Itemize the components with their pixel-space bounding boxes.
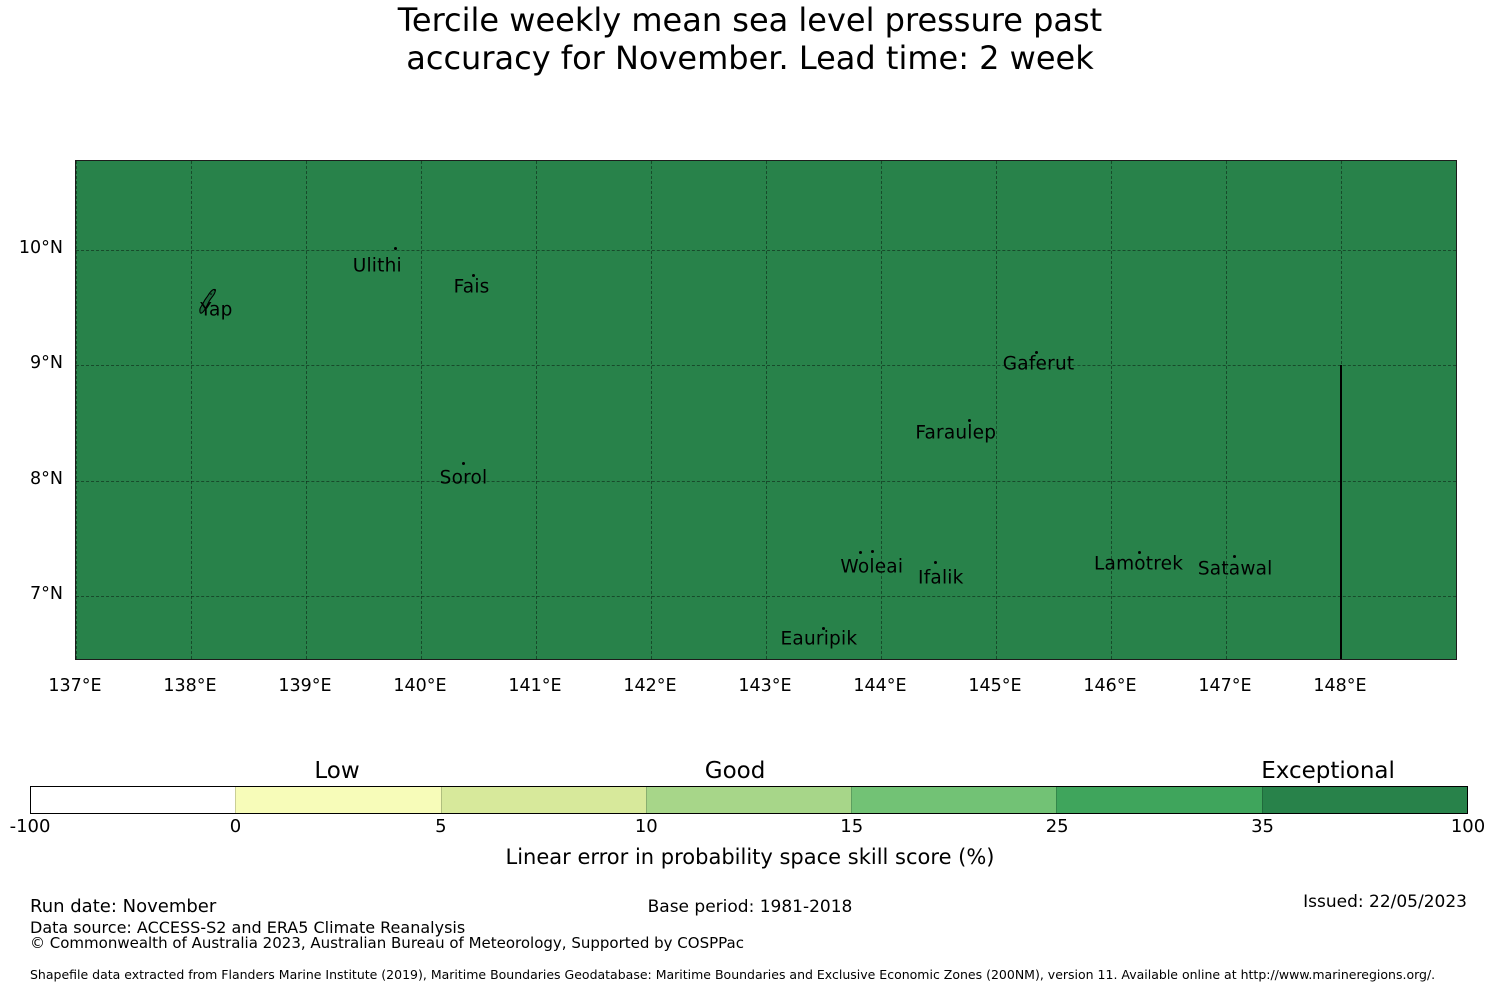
lon-gridline: [1226, 161, 1227, 659]
colorbar-segment: [31, 787, 236, 813]
lat-tick-label: 10°N: [18, 238, 63, 258]
colorbar-tick-label: 15: [840, 816, 864, 837]
island-marker-dot: [871, 549, 875, 553]
chart-title: Tercile weekly mean sea level pressure p…: [0, 1, 1500, 77]
lon-gridline: [651, 161, 652, 659]
colorbar-category-label: Good: [704, 758, 766, 784]
map-plot-area: Yap Ulithi Fais Sorol Gaferut Faraulep Woleai I…: [75, 160, 1457, 660]
lon-tick-label: 137°E: [48, 676, 102, 696]
lon-gridline: [996, 161, 997, 659]
lon-tick-label: 147°E: [1198, 676, 1252, 696]
island-marker-dot: [462, 461, 466, 465]
colorbar-axis-label: Linear error in probability space skill …: [505, 845, 995, 869]
island-label: Eauripik: [780, 628, 858, 650]
colorbar-category-label: Exceptional: [1261, 758, 1395, 784]
lon-tick-label: 139°E: [278, 676, 332, 696]
lon-tick-label: 144°E: [853, 676, 907, 696]
colorbar-segment: [851, 787, 1057, 813]
lon-tick-label: 148°E: [1313, 676, 1367, 696]
lat-tick-label: 9°N: [30, 353, 63, 374]
lat-gridline: [76, 250, 1456, 251]
island-marker-dot: [933, 561, 937, 565]
island-label: Faraulep: [915, 422, 997, 444]
colorbar-segment: [645, 787, 852, 813]
colorbar-segment: [1056, 787, 1262, 813]
colorbar: -100 0 5 10 15 25 35 100 Low Good Exceptional: [10, 758, 1486, 837]
lon-tick-label: 140°E: [393, 676, 447, 696]
chart-title-line-2: accuracy for November. Lead time: 2 week: [406, 38, 1094, 77]
footer-data-source: Data source: ACCESS-S2 and ERA5 Climate …: [30, 918, 466, 937]
maritime-boundary-line: [1340, 365, 1342, 659]
island-marker-dot: [822, 626, 825, 630]
colorbar-segment: [440, 787, 646, 813]
island-label: Ifalik: [918, 567, 964, 589]
lat-tick-label: 8°N: [30, 468, 63, 489]
lon-gridline: [306, 161, 307, 659]
lon-gridline: [421, 161, 422, 659]
island-label: Lamotrek: [1094, 553, 1184, 575]
colorbar-tick-label: 10: [634, 816, 658, 837]
lon-tick-label: 138°E: [163, 676, 217, 696]
colorbar-category-label: Low: [314, 758, 360, 784]
lon-gridline: [1111, 161, 1112, 659]
lon-tick-label: 141°E: [508, 676, 562, 696]
island-label: Satawal: [1197, 558, 1273, 580]
colorbar-tick-label: -100: [9, 816, 51, 837]
colorbar-segment: [235, 787, 441, 813]
lat-gridline: [76, 480, 1456, 482]
lat-gridline: [76, 596, 1456, 597]
colorbar-tick-label: 35: [1251, 816, 1275, 837]
island-label: Sorol: [439, 467, 488, 489]
colorbar-tick-label: 100: [1450, 816, 1486, 837]
lon-gridline: [536, 161, 537, 659]
island-marker-dot: [1232, 555, 1236, 559]
colorbar-segment: [1261, 787, 1467, 813]
island-marker-dot: [968, 419, 972, 423]
lon-tick-label: 146°E: [1083, 676, 1137, 696]
colorbar-tick-label: 25: [1045, 816, 1069, 837]
lon-gridline: [766, 161, 767, 659]
colorbar-tick-label: 5: [435, 816, 447, 837]
lon-gridline: [191, 161, 192, 659]
island-marker-dot: [1034, 351, 1038, 355]
island-label: Yap: [200, 299, 233, 321]
island-marker-dot: [1138, 550, 1142, 554]
footer-issued-date: Issued: 22/05/2023: [1303, 892, 1467, 912]
yap-island-outline: [195, 287, 219, 319]
lon-gridline: [881, 161, 882, 659]
footer-base-period: Base period: 1981-2018: [647, 897, 853, 917]
chart-title-line-1: Tercile weekly mean sea level pressure p…: [397, 1, 1103, 39]
island-label: Ulithi: [352, 255, 402, 277]
lon-gridline: [76, 161, 77, 659]
island-label: Fais: [453, 276, 490, 298]
footer-run-date: Run date: November: [30, 896, 217, 917]
island-marker-dot: [394, 247, 398, 251]
lat-gridline: [76, 365, 1456, 367]
island-label: Gaferut: [1002, 353, 1075, 375]
lat-tick-label: 7°N: [30, 584, 63, 604]
island-marker-dot: [858, 550, 862, 554]
footer-shapefile-note: Shapefile data extracted from Flanders M…: [30, 967, 1436, 982]
footer-copyright: © Commonwealth of Australia 2023, Austra…: [30, 934, 744, 952]
lon-tick-label: 142°E: [623, 676, 677, 696]
lon-tick-label: 145°E: [968, 676, 1022, 696]
colorbar-segments: [30, 786, 1468, 814]
island-label: Woleai: [840, 556, 904, 578]
lon-tick-label: 143°E: [738, 676, 792, 696]
colorbar-tick-label: 0: [229, 816, 242, 837]
island-marker-dot: [472, 273, 476, 277]
